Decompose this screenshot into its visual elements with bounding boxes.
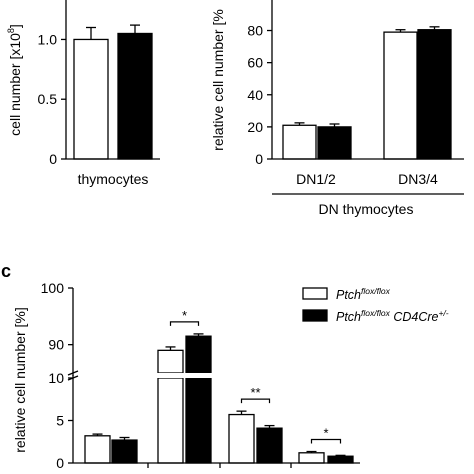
y-axis-label-exponent: 8: [6, 28, 16, 33]
bar-DN1-2-mutant: [317, 126, 352, 160]
axis-break-mark: [67, 370, 79, 376]
significance-stars: *: [323, 426, 328, 441]
panel-total-cell-number: 0 0.5 1.0 thymocytes cell number [x108]: [6, 0, 160, 187]
bar-group4-control: [298, 452, 325, 464]
y-tick-label: 60: [247, 55, 263, 71]
bar-DN1-2-control: [282, 124, 317, 160]
y-tick-label: 0: [255, 151, 263, 167]
legend-swatch-control: [302, 287, 328, 300]
x-category-label: thymocytes: [78, 171, 149, 187]
legend-swatch-mutant: [302, 309, 328, 322]
significance-bracket: [169, 321, 200, 326]
axis-break-gap: [185, 373, 212, 378]
axis-break-gap: [157, 373, 184, 378]
bar-group1-mutant: [111, 439, 138, 464]
y-axis-label-bracket: ]: [7, 24, 23, 28]
bar-group3-control: [228, 413, 255, 464]
bar-group2-mutant-lower: [185, 377, 212, 464]
y-tick-label: 0.5: [38, 91, 58, 107]
legend-gene-superscript: flox/flox: [361, 308, 391, 318]
panel-letter: c: [1, 261, 11, 281]
bar-DN3-4-mutant: [417, 29, 452, 160]
legend-cre: CD4Cre: [390, 310, 439, 324]
y-tick-label: 90: [48, 337, 64, 353]
bar-group4-mutant: [327, 455, 354, 464]
bar-group2-control-lower: [157, 377, 184, 464]
significance-bracket: [310, 438, 342, 444]
bar-group3-mutant: [256, 427, 283, 464]
legend-gene: Ptch: [336, 288, 361, 302]
significance-stars: **: [250, 385, 260, 400]
bar-group1-control: [84, 435, 111, 464]
y-tick-label: 1.0: [38, 31, 58, 47]
bar-group2-mutant: [185, 335, 212, 374]
bar-thymocytes-mutant: [117, 32, 153, 160]
bar-thymocytes-control: [73, 38, 109, 160]
y-axis-label: relative cell number [%]: [12, 307, 28, 453]
y-tick-label: 0: [49, 151, 57, 167]
legend-gene-superscript: flox/flox: [361, 286, 391, 296]
x-category-label: DN3/4: [398, 171, 438, 187]
y-tick-label: 100: [41, 280, 65, 296]
x-group-label: DN thymocytes: [319, 201, 414, 217]
y-axis-label-text: cell number [x10: [7, 33, 23, 136]
legend-gene: Ptch: [336, 310, 361, 324]
legend-label-control: Ptchflox/flox: [336, 286, 391, 302]
legend-label-mutant: Ptchflox/flox CD4Cre+/-: [336, 308, 449, 324]
y-axis-label: relative cell number [%: [210, 9, 226, 151]
y-tick-label: 0: [56, 455, 64, 471]
significance-stars: *: [182, 308, 187, 323]
y-tick-label: 10: [48, 370, 64, 386]
y-tick-label: 20: [247, 119, 263, 135]
legend-cre-superscript: +/-: [438, 308, 448, 318]
y-tick-label: 5: [56, 413, 64, 429]
bar-DN3-4-control: [383, 31, 418, 160]
y-tick-label: 80: [247, 23, 263, 39]
y-axis-label: cell number [x108]: [6, 24, 23, 136]
significance-bracket: [240, 398, 271, 404]
y-tick-label: 40: [247, 87, 263, 103]
bar-group2-control: [157, 349, 184, 374]
x-category-label: DN1/2: [296, 171, 336, 187]
panel-dn-thymocytes: 0 20 40 60 80 DN1/2 DN3/4 DN thymocytes relative…: [210, 0, 464, 217]
